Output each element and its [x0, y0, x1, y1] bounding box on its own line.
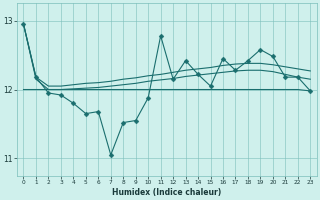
X-axis label: Humidex (Indice chaleur): Humidex (Indice chaleur)	[112, 188, 221, 197]
